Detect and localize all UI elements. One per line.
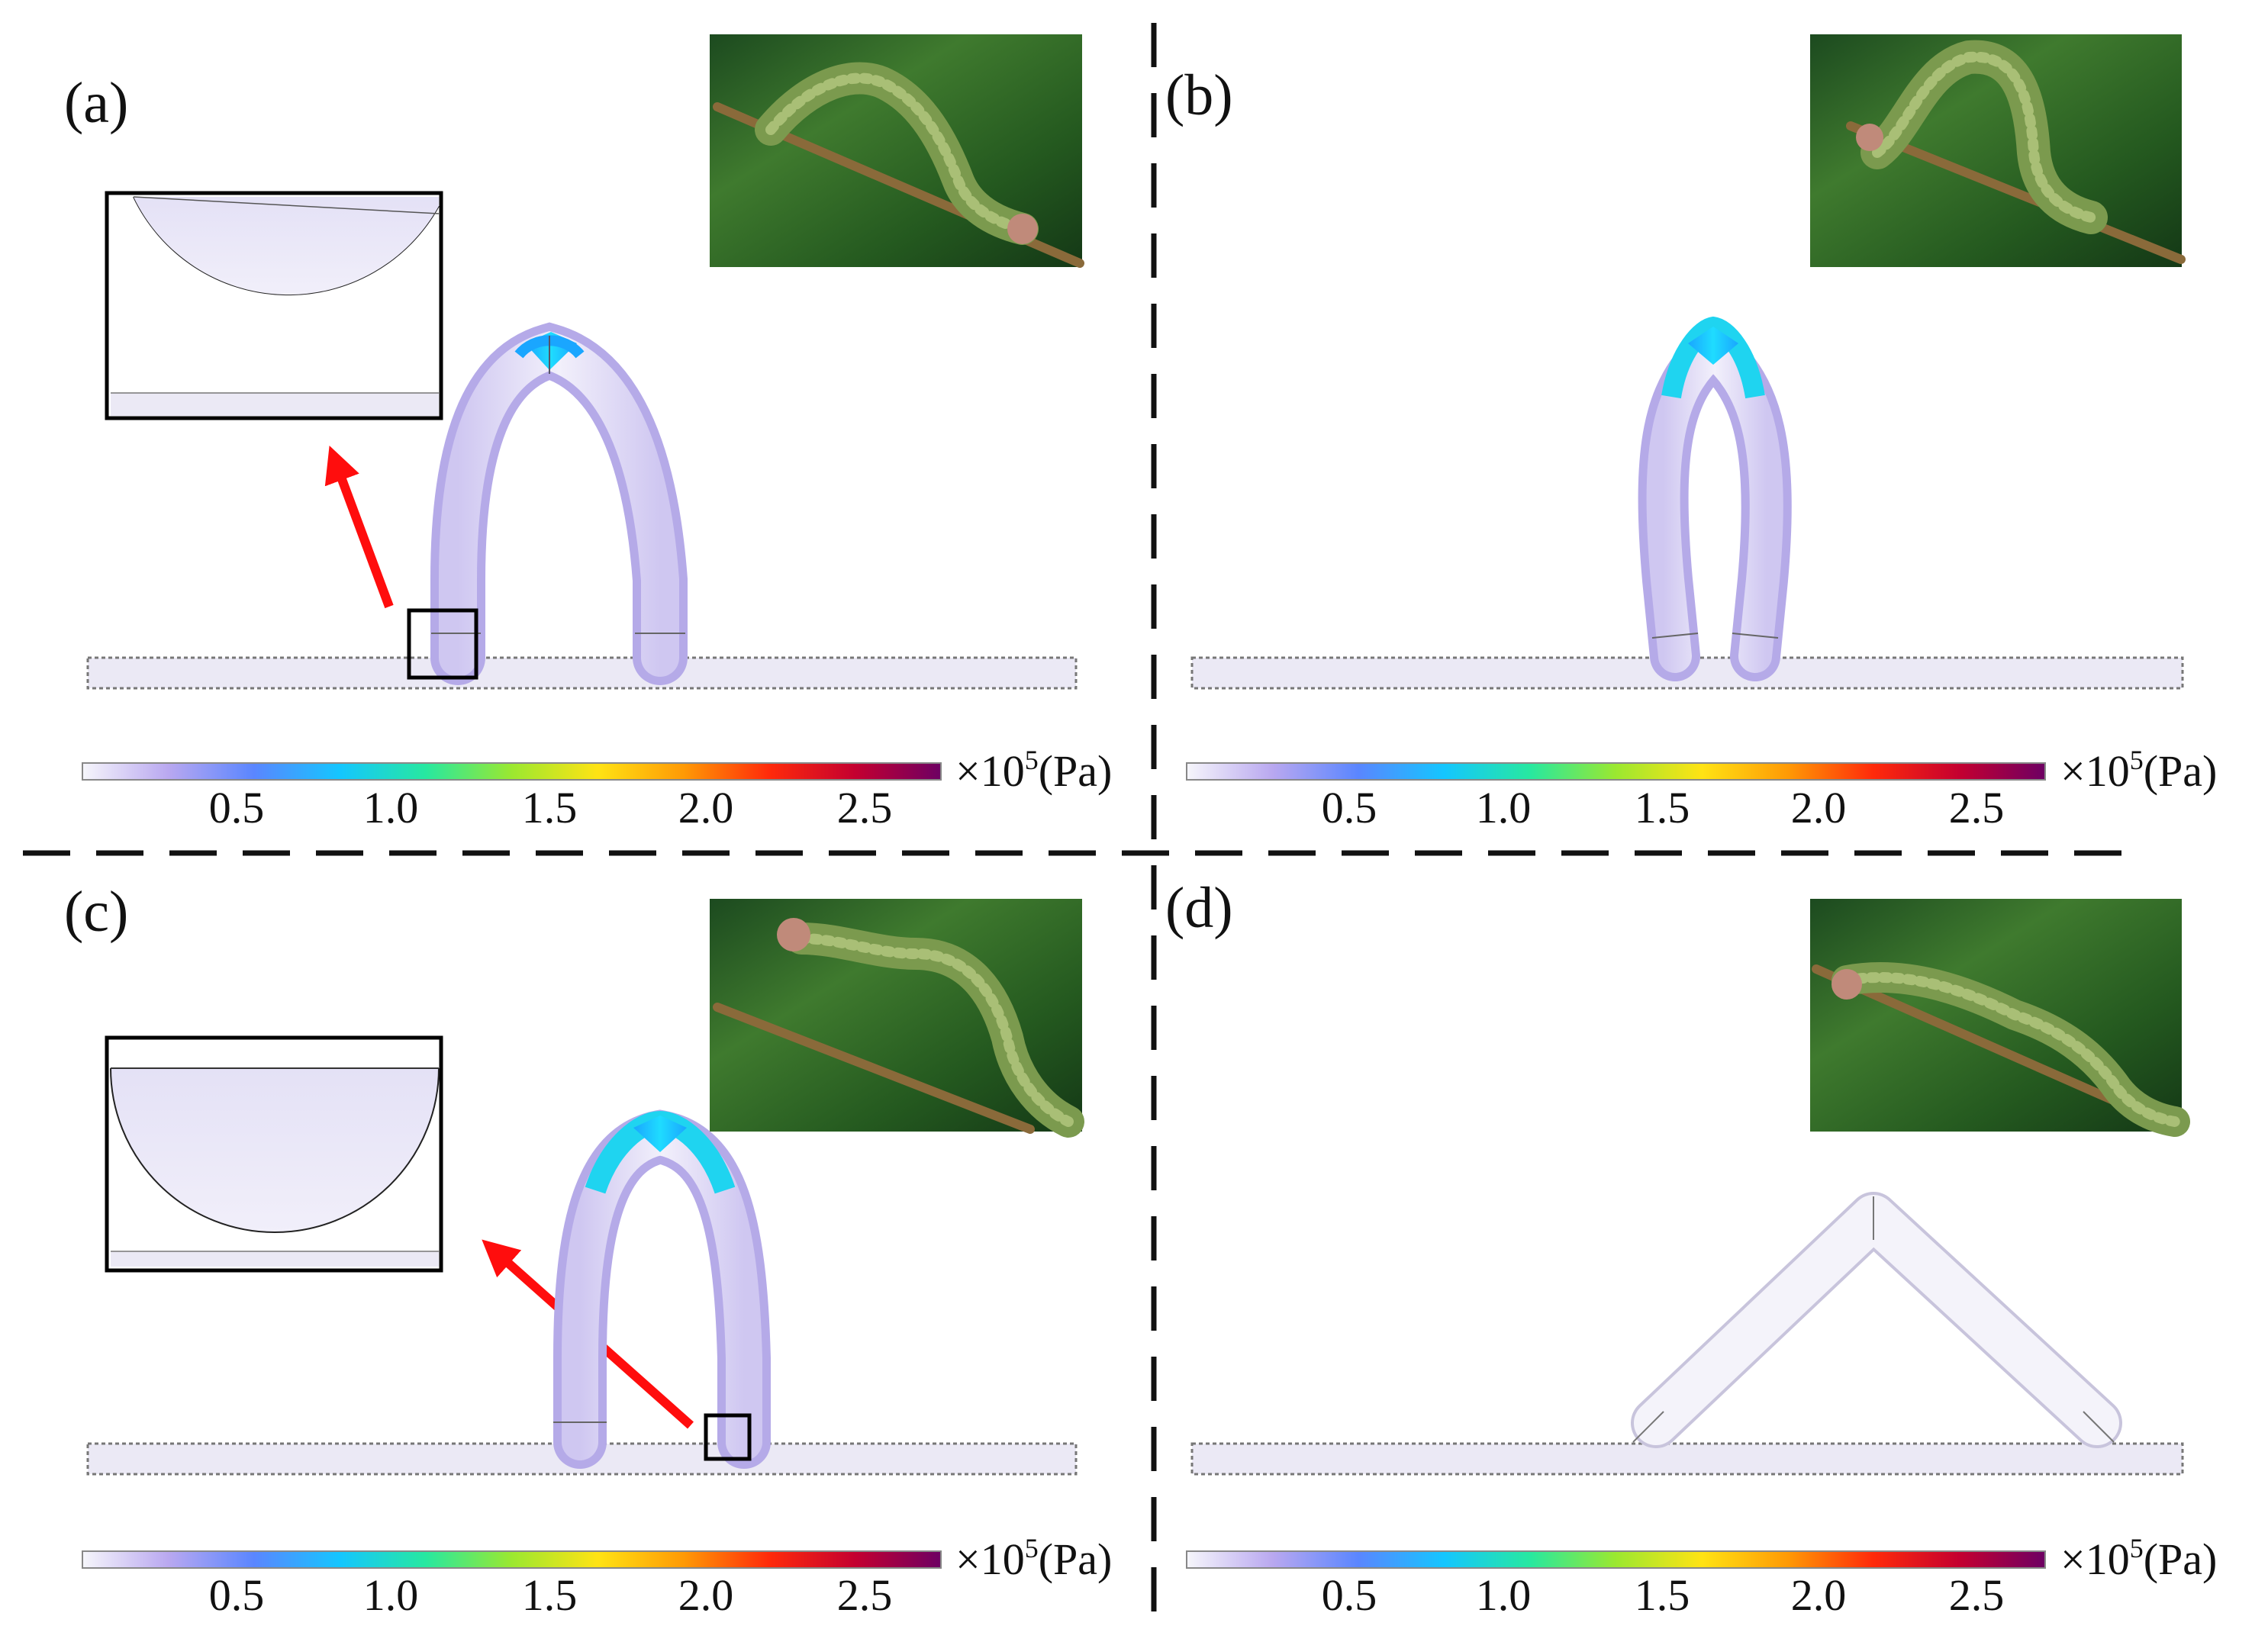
colorbar-tick: 1.5 [522, 783, 578, 832]
ground-bar [1190, 1442, 2184, 1476]
colorbar-tick: 0.5 [209, 1570, 265, 1620]
colorbar-tick: 1.5 [1635, 1570, 1690, 1620]
colorbar-tick: 1.0 [1476, 1570, 1532, 1620]
colorbar-tick: 2.5 [1949, 783, 2005, 832]
panel-label: (a) [64, 71, 128, 135]
caterpillar-photo-icon [710, 899, 1084, 1138]
colorbar-unit: ×105(Pa) [955, 1533, 1112, 1584]
panel-d: (d) 0.5 1.0 1.5 2.0 2.5 ×105(Pa) [1165, 876, 2217, 1620]
panel-label: (c) [64, 880, 128, 944]
colorbar-tick: 2.0 [1791, 783, 1847, 832]
colorbar: 0.5 1.0 1.5 2.0 2.5 ×105(Pa) [1186, 745, 2217, 832]
colorbar-tick: 2.0 [678, 783, 734, 832]
colorbar-unit: ×105(Pa) [2060, 745, 2217, 796]
colorbar-tick: 2.0 [1791, 1570, 1847, 1620]
soft-actuator-body [1631, 1192, 2122, 1448]
caterpillar-photo-icon [1810, 34, 2186, 267]
red-arrow-icon [324, 446, 394, 609]
colorbar-tick: 1.5 [522, 1570, 578, 1620]
colorbar-unit: ×105(Pa) [955, 745, 1112, 796]
ground-bar [86, 656, 1078, 690]
panel-label: (d) [1165, 876, 1233, 940]
colorbar-tick: 0.5 [1322, 783, 1377, 832]
panel-a: (a) [64, 34, 1112, 832]
colorbar-tick: 1.5 [1635, 783, 1690, 832]
zoom-box-icon [704, 1413, 752, 1461]
colorbar-tick: 2.5 [1949, 1570, 2005, 1620]
colorbar-tick: 0.5 [209, 783, 265, 832]
colorbar: 0.5 1.0 1.5 2.0 2.5 ×105(Pa) [1186, 1533, 2217, 1620]
panel-label: (b) [1165, 63, 1233, 127]
colorbar: 0.5 1.0 1.5 2.0 2.5 ×105(Pa) [82, 745, 1112, 832]
colorbar-tick: 1.0 [363, 1570, 419, 1620]
panel-c: (c) 0.5 1.0 [64, 880, 1112, 1620]
colorbar-tick: 1.0 [363, 783, 419, 832]
colorbar-tick: 0.5 [1322, 1570, 1377, 1620]
soft-actuator-body [553, 1109, 771, 1469]
colorbar-tick: 2.5 [837, 783, 893, 832]
zoom-box-icon [407, 608, 478, 680]
caterpillar-photo-icon [710, 34, 1084, 268]
zoom-inset [105, 191, 443, 420]
colorbar-tick: 1.0 [1476, 783, 1532, 832]
zoom-inset [105, 1035, 443, 1273]
soft-actuator-body [1638, 316, 1792, 681]
colorbar-tick: 2.0 [678, 1570, 734, 1620]
caterpillar-photo-icon [1810, 899, 2190, 1137]
colorbar-tick: 2.5 [837, 1570, 893, 1620]
colorbar: 0.5 1.0 1.5 2.0 2.5 ×105(Pa) [82, 1533, 1112, 1620]
colorbar-unit: ×105(Pa) [2060, 1533, 2217, 1584]
soft-actuator-body [430, 322, 688, 685]
panel-b: (b) 0.5 1.0 1.5 2.0 2.5 ×105(Pa) [1165, 34, 2217, 832]
